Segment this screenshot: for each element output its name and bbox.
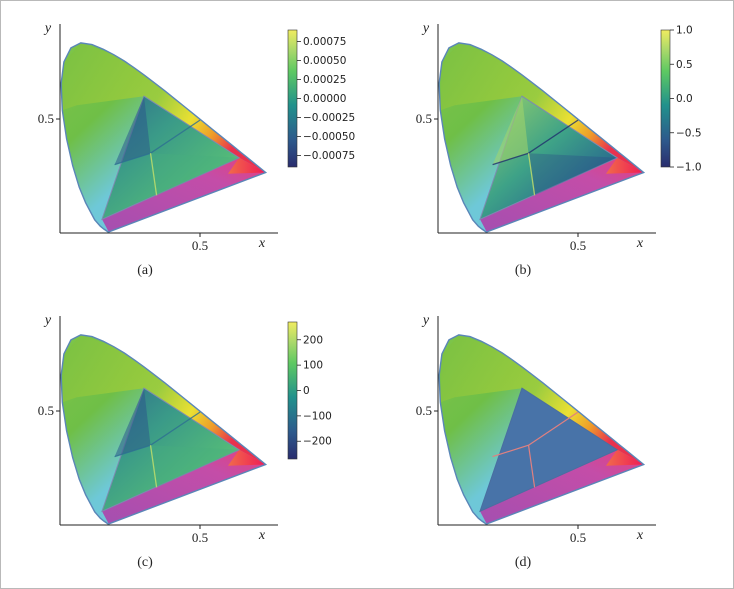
panel-caption: (a): [137, 263, 153, 278]
colorbar-tick-label: 0.0: [676, 93, 693, 105]
panel-caption: (d): [515, 555, 532, 570]
colorbar-tick-label: −0.00050: [303, 131, 355, 143]
colorbar-tick-label: 100: [303, 360, 323, 372]
region-boundary: [527, 153, 536, 196]
region-boundary: [150, 411, 201, 446]
x-axis-label: x: [636, 528, 644, 543]
region-boundary: [528, 411, 579, 446]
x-axis-label: x: [636, 236, 644, 251]
x-tick-label: 0.5: [570, 530, 586, 545]
x-axis-label: x: [258, 236, 266, 251]
colorbar-tick-label: −100: [303, 410, 332, 422]
y-tick-label: 0.5: [38, 111, 54, 126]
locus-upper-region: [440, 334, 644, 465]
region-boundary: [492, 444, 529, 458]
region-boundary: [114, 444, 151, 458]
x-axis-label: x: [258, 528, 266, 543]
triangle-subregion: [114, 388, 151, 457]
colorbar-tick-label: 0.5: [676, 59, 693, 71]
purple-line-band: [480, 157, 644, 232]
colorbar: [287, 29, 298, 168]
locus-upper-region: [440, 42, 644, 173]
red-corner: [228, 157, 266, 174]
region-boundary: [150, 119, 201, 154]
purple-line-band: [102, 157, 266, 232]
red-corner: [228, 449, 266, 466]
y-axis-label: y: [421, 313, 430, 328]
colorbar: [660, 29, 671, 168]
y-tick-label: 0.5: [38, 403, 54, 418]
colorbar-tick-label: −0.00025: [303, 112, 355, 124]
y-tick-label: 0.5: [416, 403, 432, 418]
x-tick-label: 0.5: [570, 238, 586, 253]
region-boundary: [149, 445, 158, 488]
x-tick-label: 0.5: [192, 238, 208, 253]
triangle-subregion: [492, 96, 529, 165]
colorbar-tick-label: 0.00050: [303, 55, 346, 67]
spectral-locus-outline: [438, 334, 646, 525]
y-axis-label: y: [43, 313, 52, 328]
triangle-subregion: [528, 153, 618, 196]
colorbar-tick-label: −200: [303, 436, 332, 448]
panel-caption: (c): [137, 555, 153, 570]
colorbar-tick-label: −1.0: [676, 162, 702, 174]
region-boundary: [492, 152, 529, 166]
colorbar-tick-label: 0.00000: [303, 93, 346, 105]
spectral-locus-outline: [60, 42, 268, 233]
chart-panel: 0.5 0.5 x y (a) 0.00075 0.00050 0.00025 0.00000 −…: [38, 21, 355, 278]
triangle-subregion: [114, 96, 151, 165]
triangle-subregion: [150, 153, 240, 196]
chart-panel: 0.5 0.5 x y (d): [416, 313, 656, 570]
purple-line-band: [102, 449, 266, 524]
colorbar-tick-label: 0: [303, 385, 310, 397]
colorbar-tick-label: 1.0: [676, 25, 693, 37]
y-axis-label: y: [421, 21, 430, 36]
region-boundary: [528, 119, 579, 154]
colorbar-tick-label: 0.00025: [303, 74, 346, 86]
y-tick-label: 0.5: [416, 111, 432, 126]
colorbar-tick-label: −0.00075: [303, 150, 355, 162]
y-axis-label: y: [43, 21, 52, 36]
gamut-triangle: [479, 387, 619, 513]
spectral-locus-outline: [60, 334, 268, 525]
x-tick-label: 0.5: [192, 530, 208, 545]
region-boundary: [149, 153, 158, 196]
panel-caption: (b): [515, 263, 532, 278]
chart-panel: 0.5 0.5 x y (b) 1.0 0.5 0.0 −0.5 −1.0: [416, 21, 702, 278]
region-boundary: [114, 152, 151, 166]
red-corner: [606, 157, 644, 174]
colorbar-tick-label: 200: [303, 334, 323, 346]
spectral-locus-outline: [438, 42, 646, 233]
locus-upper-region: [62, 42, 266, 173]
chart-panel: 0.5 0.5 x y (c) 200 100 0 −100 −200: [38, 313, 332, 570]
triangle-subregion: [150, 445, 240, 488]
colorbar-tick-label: 0.00075: [303, 36, 346, 48]
purple-line-band: [480, 449, 644, 524]
red-corner: [606, 449, 644, 466]
colorbar: [287, 321, 298, 460]
colorbar-tick-label: −0.5: [676, 127, 702, 139]
region-boundary: [527, 445, 536, 488]
locus-upper-region: [62, 334, 266, 465]
